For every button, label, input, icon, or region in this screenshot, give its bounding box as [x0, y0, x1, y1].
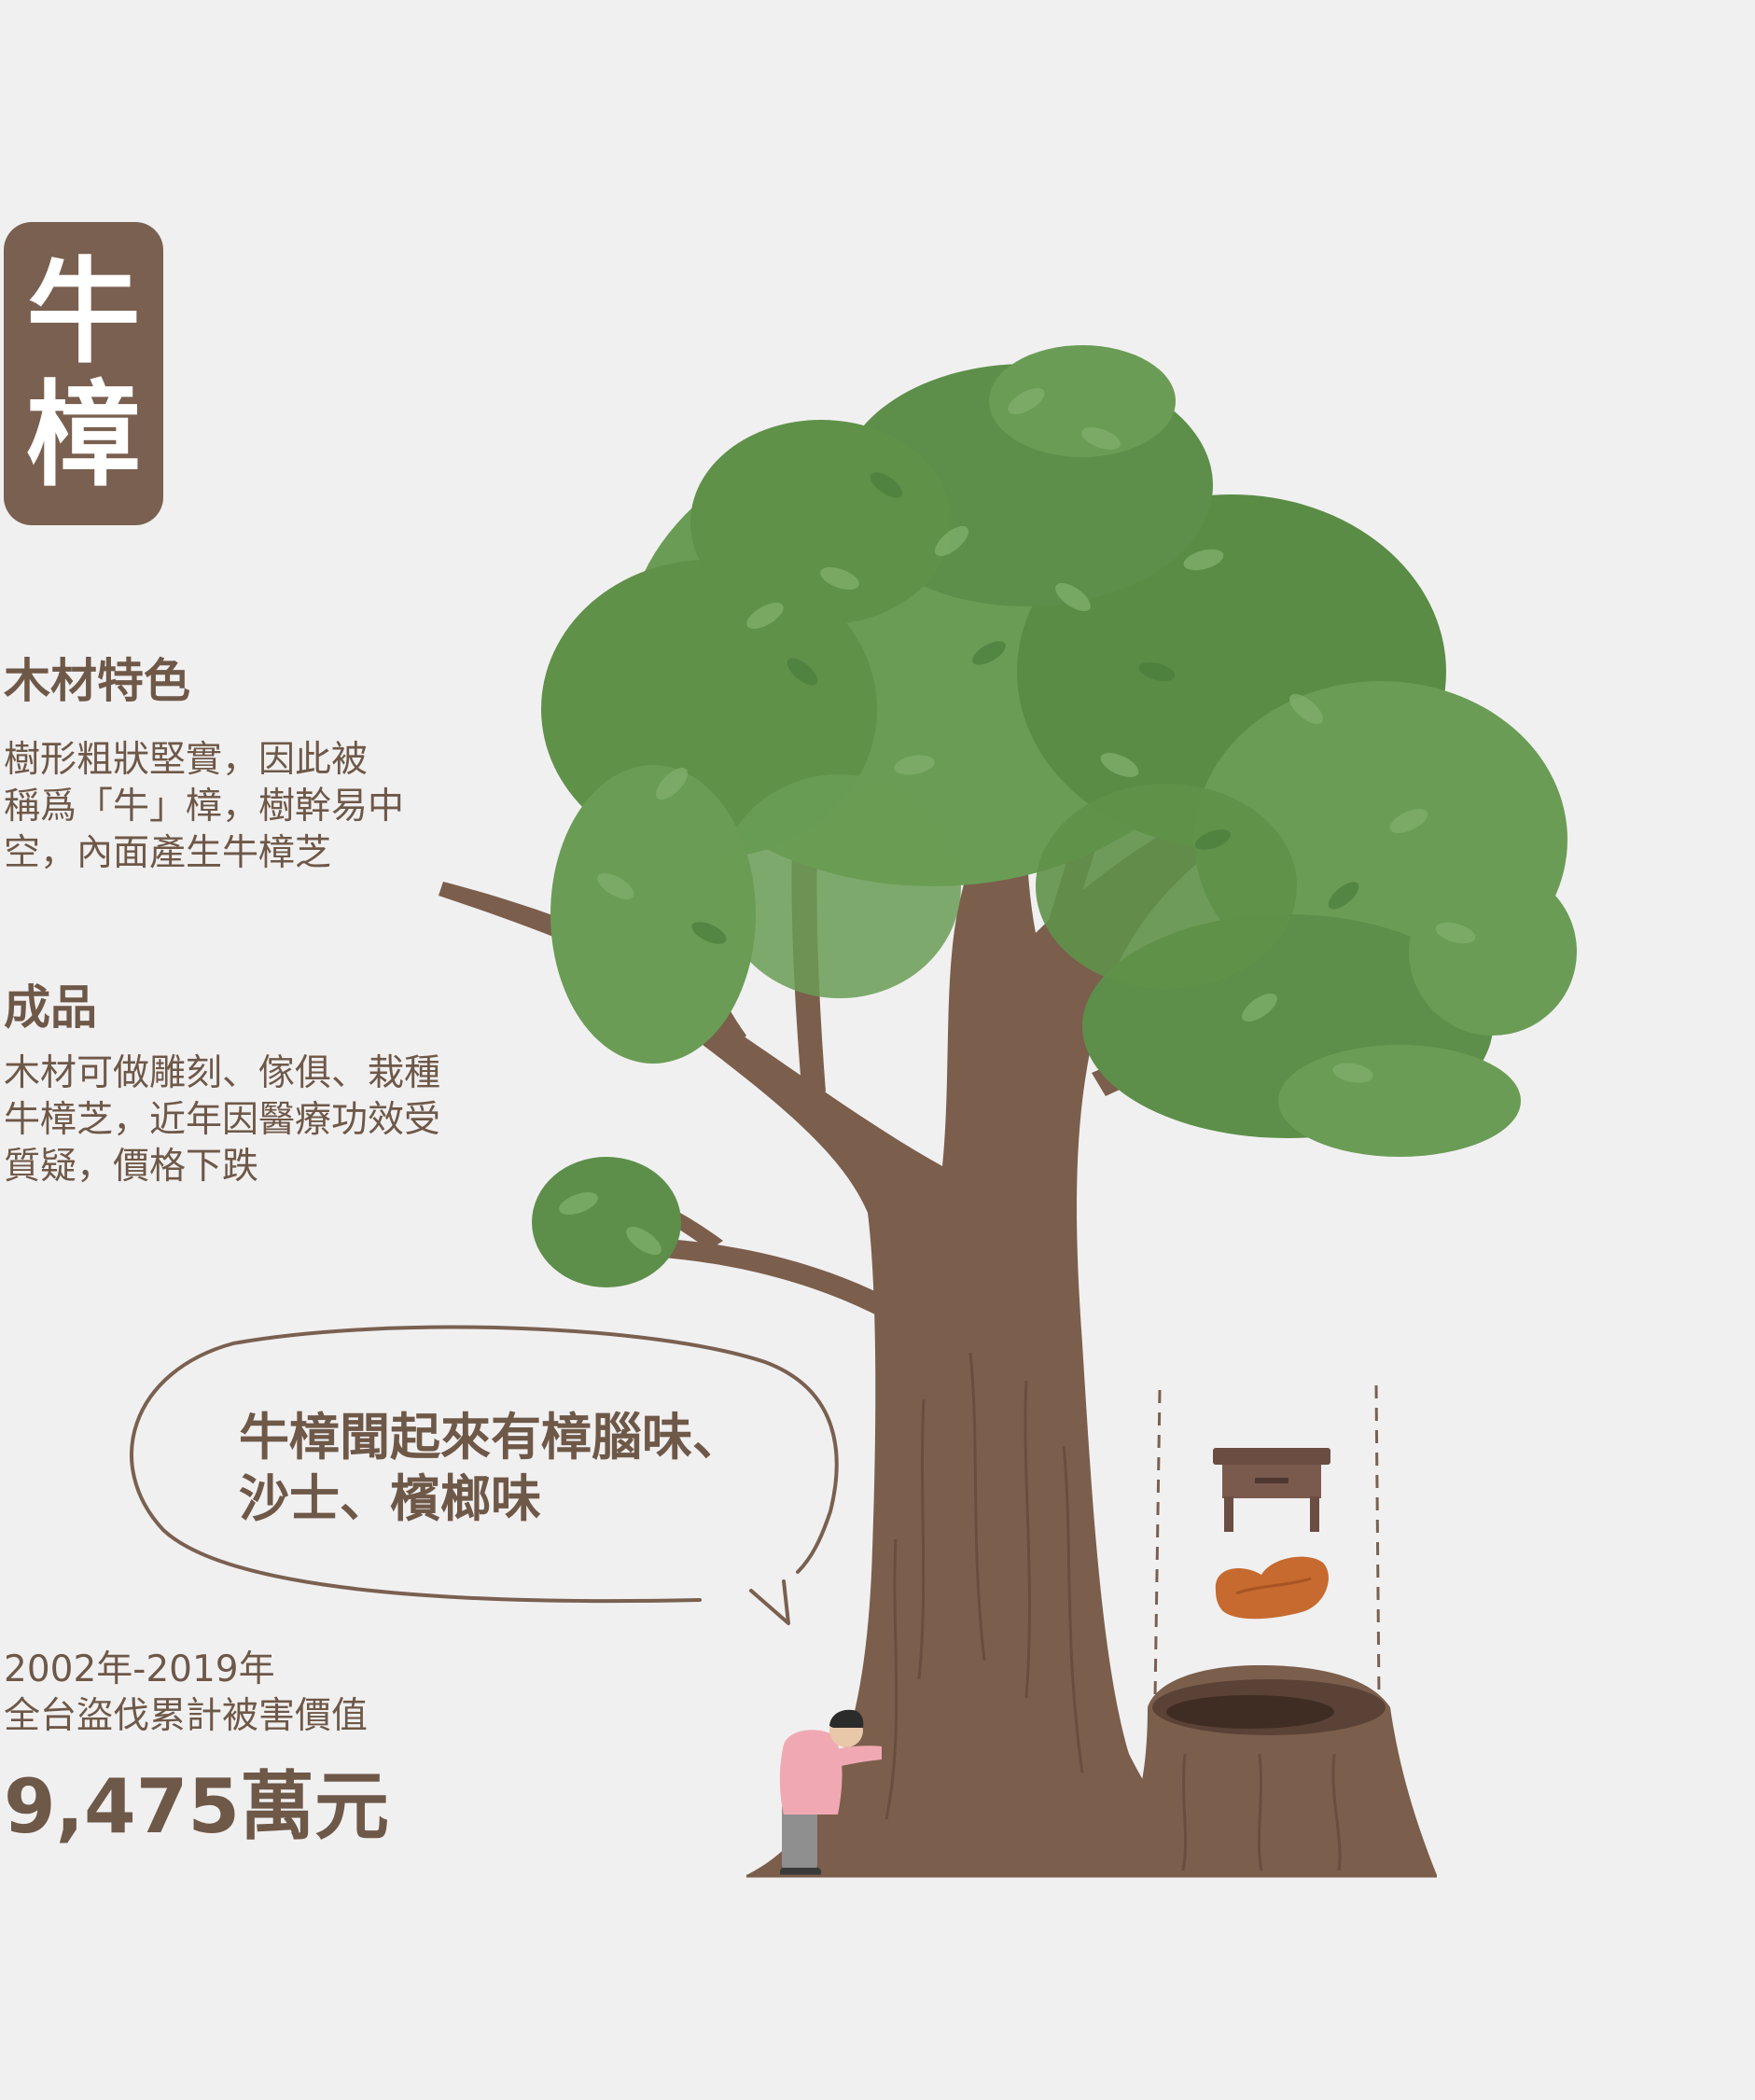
bubble-line: 沙士、檳榔味: [239, 1469, 541, 1528]
title-char-2: 樟: [26, 369, 141, 502]
wood-features-heading: 木材特色: [4, 654, 190, 708]
wood-features-line: 樹形粗狀堅實，因此被: [4, 739, 369, 781]
table-furniture-icon: [1213, 1448, 1330, 1532]
dashed-guides: [1153, 1384, 1381, 1699]
stat-value: 9,475萬元: [4, 1763, 390, 1850]
wood-features-line: 稱爲「牛」樟，樹幹易中: [4, 786, 405, 827]
products-description: 木材可做雕刻、傢俱、栽種 牛樟芝，近年因醫療功效受 質疑，價格下跌: [4, 1050, 440, 1190]
speech-bubble-text: 牛樟聞起來有樟腦味、 沙士、檳榔味: [239, 1407, 743, 1530]
bubble-line: 牛樟聞起來有樟腦味、: [239, 1408, 743, 1467]
tree-canopy: [532, 345, 1577, 1287]
products-line: 質疑，價格下跌: [4, 1146, 259, 1188]
wood-features-line: 空，內面產生牛樟芝: [4, 832, 332, 874]
wood-features-description: 樹形粗狀堅實，因此被 稱爲「牛」樟，樹幹易中 空，內面產生牛樟芝: [4, 737, 404, 877]
person-hugging-tree-icon: [779, 1709, 882, 1877]
title-char-1: 牛: [26, 245, 141, 379]
speech-bubble: [130, 1325, 839, 1625]
antrodia-mushroom-icon: [1215, 1556, 1329, 1620]
title-badge: 牛 樟: [4, 222, 163, 525]
products-heading: 成品: [4, 980, 97, 1035]
tree-stump: [1101, 1665, 1437, 1875]
stat-description: 全台盜伐累計被害價值: [4, 1695, 369, 1737]
stat-period: 2002年-2019年: [4, 1648, 275, 1690]
products-line: 牛樟芝，近年因醫療功效受: [4, 1099, 441, 1141]
products-line: 木材可做雕刻、傢俱、栽種: [4, 1052, 441, 1094]
stat-label: 2002年-2019年 全台盜伐累計被害價值: [4, 1647, 368, 1740]
